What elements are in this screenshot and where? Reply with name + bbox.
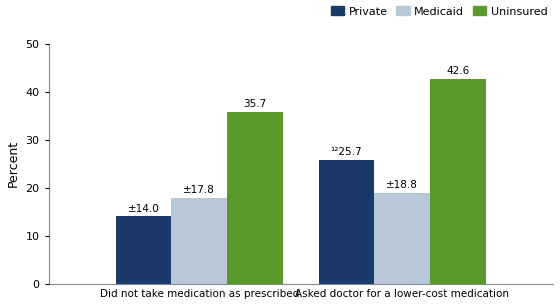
Legend: Private, Medicaid, Uninsured: Private, Medicaid, Uninsured: [330, 6, 548, 17]
Text: ±14.0: ±14.0: [128, 203, 160, 214]
Text: 42.6: 42.6: [446, 66, 470, 76]
Text: 35.7: 35.7: [244, 99, 267, 110]
Bar: [227, 112, 283, 283]
Bar: [171, 198, 227, 283]
Bar: [430, 79, 486, 283]
Text: ±18.8: ±18.8: [386, 181, 418, 191]
Text: ±17.8: ±17.8: [184, 185, 215, 195]
Bar: [115, 216, 171, 283]
Text: ¹²25.7: ¹²25.7: [331, 147, 362, 157]
Bar: [375, 193, 430, 283]
Bar: [319, 160, 375, 283]
Y-axis label: Percent: Percent: [7, 140, 20, 187]
